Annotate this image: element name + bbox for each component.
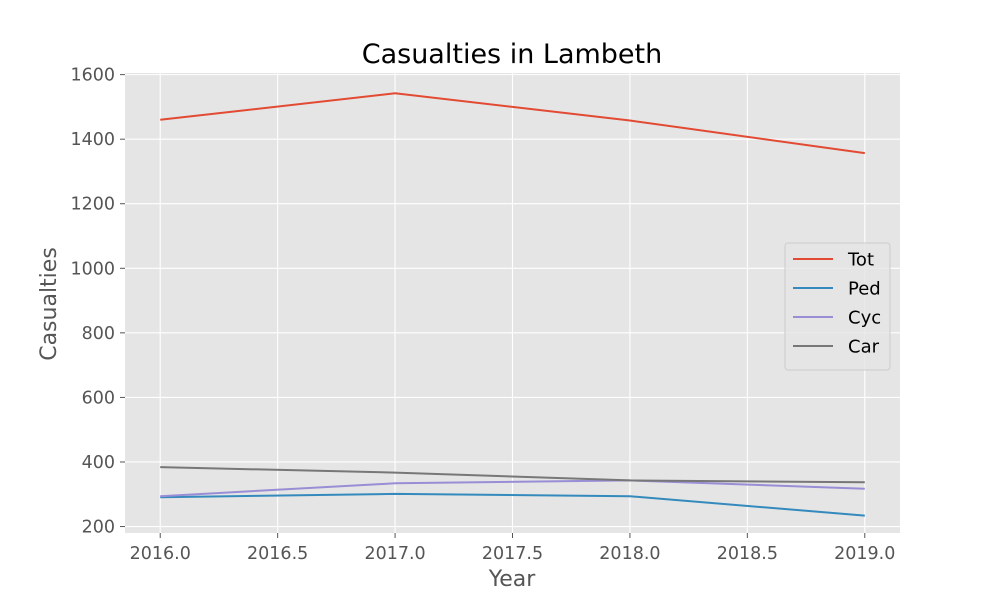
y-tick-label: 400 [82, 453, 115, 473]
x-axis-label: Year [488, 567, 537, 592]
x-tick-label: 2018.0 [599, 544, 660, 564]
x-tick-label: 2016.5 [247, 544, 308, 564]
legend: Tot Ped Cyc Car [784, 242, 891, 371]
x-tick-label: 2018.5 [717, 544, 778, 564]
y-tick-label: 1600 [70, 66, 115, 86]
series-line-car [160, 466, 865, 484]
x-tick-label: 2019.0 [834, 544, 895, 564]
y-tick-label: 600 [82, 388, 115, 408]
x-tick-label: 2017.5 [482, 544, 543, 564]
chart-title: Casualties in Lambeth [362, 39, 663, 70]
y-tick-label: 200 [82, 518, 115, 538]
series-lines [160, 92, 865, 517]
x-axis-ticks: 2016.0 2016.5 2017.0 2017.5 2018.0 2018.5 2019… [130, 533, 895, 564]
y-tick-label: 1000 [70, 259, 115, 279]
legend-label-cyc: Cyc [848, 308, 881, 329]
y-axis-ticks: 200 400 600 800 1000 1200 1400 1600 [70, 66, 125, 538]
y-axis-label: Casualties [37, 247, 62, 361]
x-tick-label: 2016.0 [130, 544, 191, 564]
x-tick-label: 2017.0 [364, 544, 425, 564]
legend-label-tot: Tot [847, 250, 874, 271]
legend-label-ped: Ped [848, 279, 881, 300]
y-tick-label: 1400 [70, 130, 115, 150]
legend-box [784, 242, 891, 371]
series-line-cyc [160, 479, 865, 498]
series-line-ped [160, 492, 865, 517]
y-tick-label: 1200 [70, 195, 115, 215]
legend-label-car: Car [848, 337, 880, 358]
series-line-tot [160, 92, 865, 155]
y-tick-label: 800 [82, 324, 115, 344]
